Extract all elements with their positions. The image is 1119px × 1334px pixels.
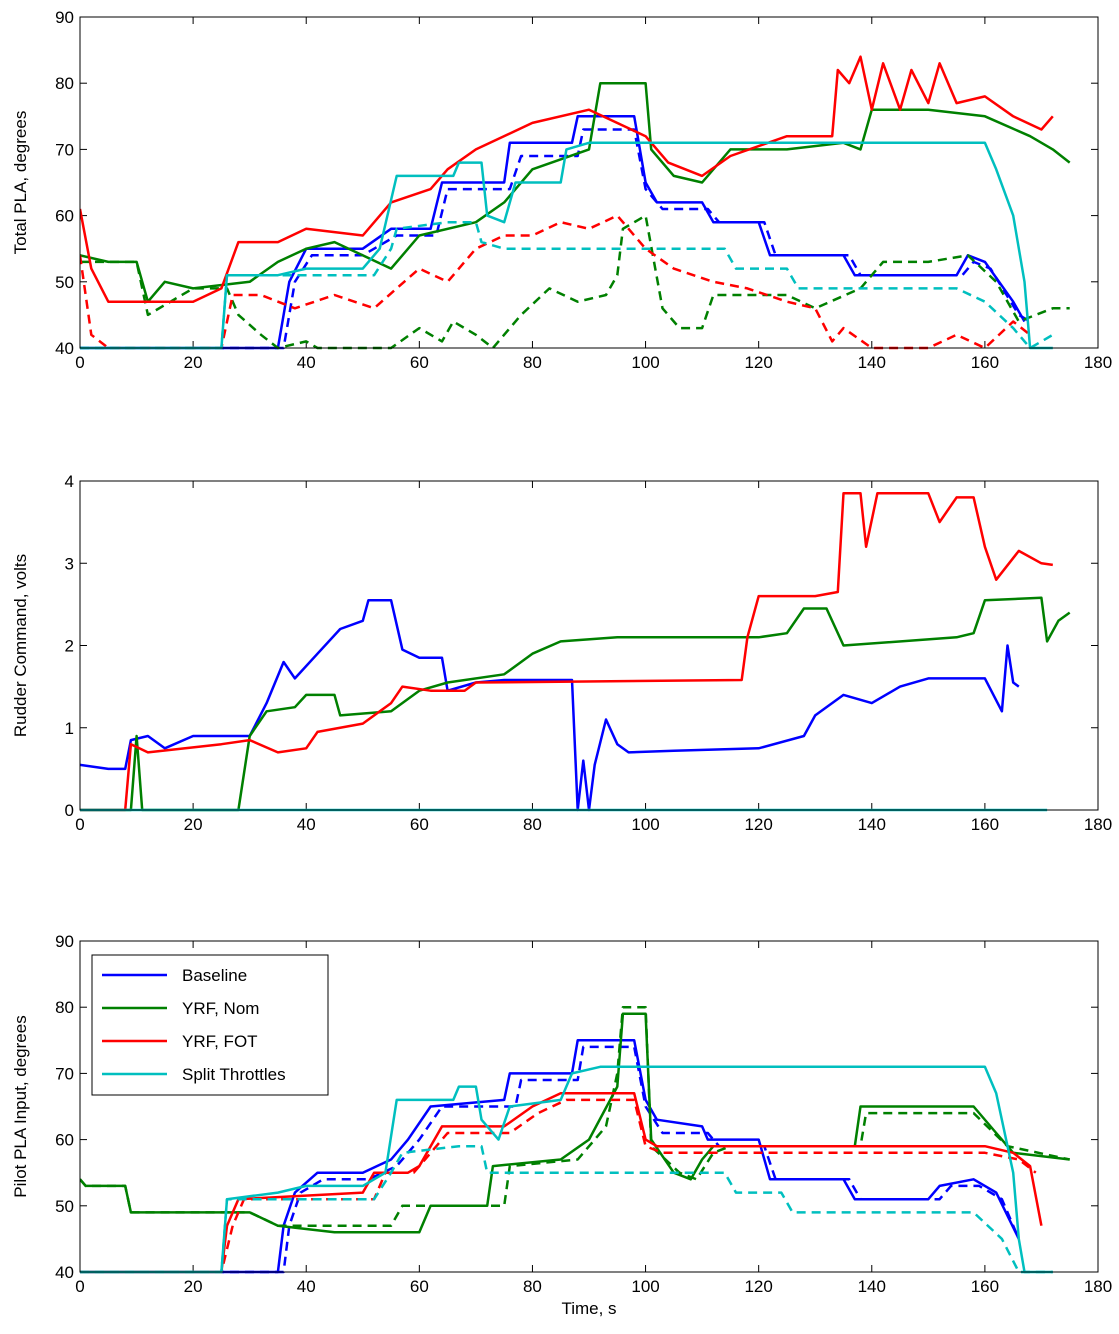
y-tick-label: 80 xyxy=(55,74,74,93)
series-line xyxy=(80,128,1031,350)
series-line xyxy=(80,115,1026,350)
y-tick-label: 90 xyxy=(55,8,74,27)
x-tick-label: 40 xyxy=(297,815,316,834)
x-tick-label: 180 xyxy=(1084,1277,1112,1296)
x-tick-label: 60 xyxy=(410,1277,429,1296)
series-line xyxy=(80,55,1054,303)
x-tick-label: 140 xyxy=(858,1277,886,1296)
x-tick-label: 40 xyxy=(297,1277,316,1296)
axes-box xyxy=(79,16,1099,349)
x-tick-label: 100 xyxy=(631,1277,659,1296)
series-line xyxy=(80,214,1070,350)
legend-box xyxy=(91,954,329,1096)
x-tick-label: 40 xyxy=(297,353,316,372)
x-tick-label: 180 xyxy=(1084,353,1112,372)
plot-area xyxy=(80,55,1071,350)
x-tick-label: 0 xyxy=(75,353,84,372)
x-tick-label: 20 xyxy=(184,1277,203,1296)
y-tick-label: 60 xyxy=(55,1131,74,1150)
x-tick-label: 100 xyxy=(631,353,659,372)
y-tick-label: 70 xyxy=(55,1064,74,1083)
x-axis-label: Time, s xyxy=(561,1299,616,1318)
x-tick-label: 20 xyxy=(184,353,203,372)
series-line xyxy=(80,1045,1020,1274)
axes-box xyxy=(79,480,1099,811)
y-tick-label: 50 xyxy=(55,273,74,292)
series-line xyxy=(80,1098,1037,1274)
y-tick-label: 90 xyxy=(55,932,74,951)
x-tick-label: 140 xyxy=(858,815,886,834)
legend-label: YRF, FOT xyxy=(182,1032,258,1051)
x-tick-label: 60 xyxy=(410,815,429,834)
x-tick-label: 160 xyxy=(971,1277,999,1296)
y-tick-label: 2 xyxy=(65,637,74,656)
y-tick-label: 1 xyxy=(65,719,74,738)
x-tick-label: 100 xyxy=(631,815,659,834)
legend-label: Baseline xyxy=(182,966,247,985)
y-tick-label: 4 xyxy=(65,472,74,491)
x-tick-label: 120 xyxy=(744,815,772,834)
y-axis-label: Pilot PLA Input, degrees xyxy=(11,1015,30,1197)
series-line xyxy=(80,599,1020,812)
series-line xyxy=(80,492,1053,812)
y-tick-label: 80 xyxy=(55,998,74,1017)
x-tick-label: 140 xyxy=(858,353,886,372)
x-tick-label: 160 xyxy=(971,815,999,834)
series-line xyxy=(80,1065,1053,1274)
y-tick-label: 40 xyxy=(55,339,74,358)
series-line xyxy=(80,214,1031,350)
plot-area xyxy=(80,1005,1070,1274)
series-line xyxy=(80,220,1054,350)
x-tick-label: 120 xyxy=(744,1277,772,1296)
series-line xyxy=(80,596,1071,812)
x-tick-label: 80 xyxy=(523,1277,542,1296)
legend-label: Split Throttles xyxy=(182,1065,286,1084)
x-tick-label: 0 xyxy=(75,1277,84,1296)
y-tick-label: 40 xyxy=(55,1263,74,1282)
series-line xyxy=(80,1039,1020,1274)
y-tick-label: 0 xyxy=(65,801,74,820)
x-tick-label: 60 xyxy=(410,353,429,372)
series-line xyxy=(80,141,1053,350)
x-tick-label: 180 xyxy=(1084,815,1112,834)
x-tick-label: 0 xyxy=(75,815,84,834)
y-tick-label: 70 xyxy=(55,140,74,159)
y-axis-label: Rudder Command, volts xyxy=(11,554,30,737)
x-tick-label: 80 xyxy=(523,815,542,834)
series-line xyxy=(80,1012,1070,1234)
y-tick-label: 60 xyxy=(55,207,74,226)
x-tick-label: 20 xyxy=(184,815,203,834)
x-tick-label: 160 xyxy=(971,353,999,372)
x-tick-label: 120 xyxy=(744,353,772,372)
y-tick-label: 3 xyxy=(65,554,74,573)
legend-label: YRF, Nom xyxy=(182,999,259,1018)
axes-box xyxy=(79,940,1099,1273)
x-tick-label: 80 xyxy=(523,353,542,372)
y-tick-label: 50 xyxy=(55,1197,74,1216)
plot-area xyxy=(80,492,1071,812)
y-axis-label: Total PLA, degrees xyxy=(11,111,30,255)
